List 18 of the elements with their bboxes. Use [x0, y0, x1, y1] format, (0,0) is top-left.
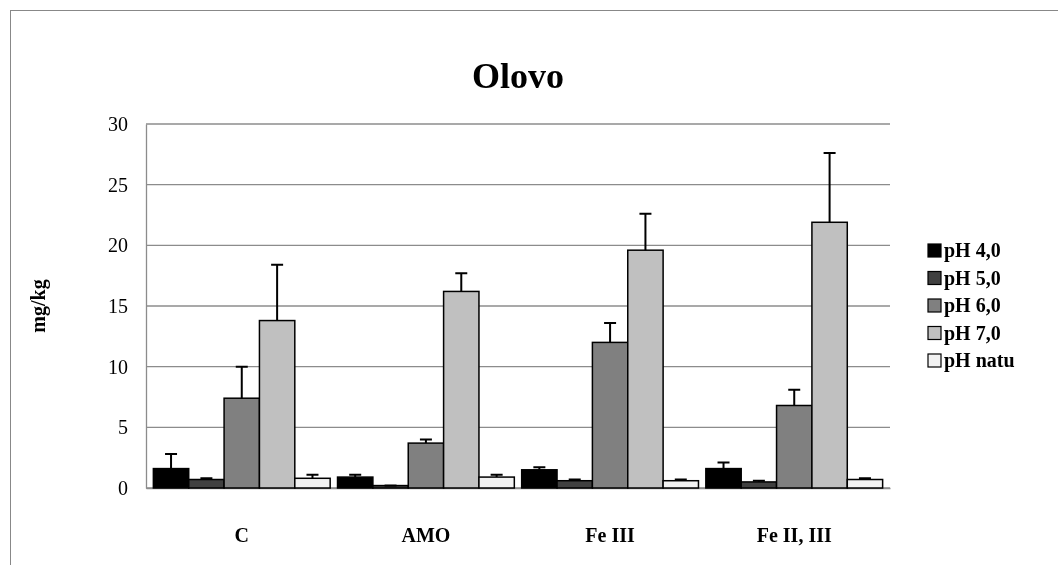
legend-label: pH 4,0 — [944, 239, 1001, 262]
y-axis-title: mg/kg — [27, 279, 50, 333]
y-tick-label: 5 — [118, 416, 128, 439]
x-tick-label: C — [234, 524, 249, 547]
chart-title: Olovo — [471, 56, 565, 96]
x-tick-label: AMO — [401, 524, 451, 547]
x-tick-label: Fe II, III — [756, 524, 832, 547]
legend-label: pH natu — [944, 349, 1015, 372]
y-tick-label: 20 — [108, 234, 128, 257]
legend-label: pH 7,0 — [944, 321, 1001, 345]
y-tick-label: 15 — [108, 294, 128, 317]
y-tick-label: 25 — [108, 173, 128, 196]
y-tick-label: 10 — [108, 355, 128, 378]
legend-label: pH 5,0 — [944, 266, 1001, 290]
y-tick-label: 0 — [118, 476, 128, 499]
x-tick-label: Fe III — [585, 524, 636, 547]
legend-label: pH 6,0 — [944, 294, 1001, 317]
y-tick-label: 30 — [108, 112, 128, 135]
